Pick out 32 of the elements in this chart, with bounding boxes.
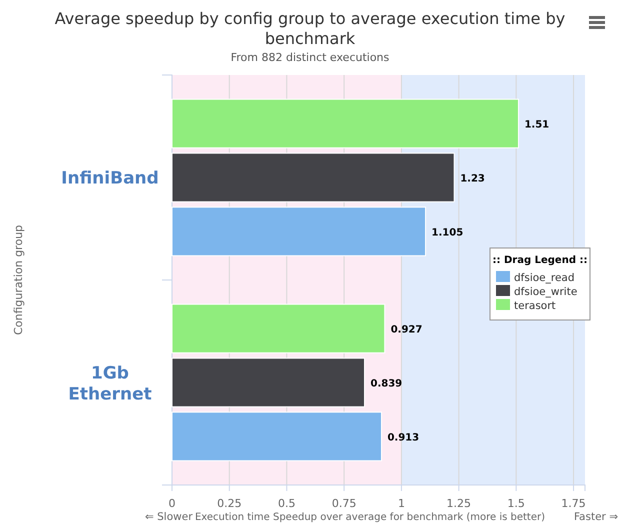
data-label: 1.51 xyxy=(524,120,550,131)
data-label: 1.23 xyxy=(460,174,485,184)
bar xyxy=(172,152,455,202)
bar xyxy=(172,98,519,148)
x-tick-label: 1 xyxy=(398,497,405,510)
bar xyxy=(172,206,426,256)
legend-label: terasort xyxy=(514,300,556,312)
data-label: 1.105 xyxy=(432,227,464,238)
x-tick-label: 0.25 xyxy=(217,497,242,510)
bar xyxy=(172,358,366,408)
legend-label: dfsioe_write xyxy=(514,286,578,298)
data-label: 0.927 xyxy=(390,324,422,336)
bar xyxy=(172,412,382,462)
legend-label: dfsioe_read xyxy=(514,272,575,284)
y-tick-label: 1Gb Ethernet xyxy=(68,364,152,404)
text: ⇐ Slower xyxy=(145,511,194,523)
x-tick-label: 1.5 xyxy=(507,497,525,510)
chart-title: Average speedup by config group to average execution time by benchmark xyxy=(54,9,566,48)
chart-subtitle: From 882 distinct executions xyxy=(230,51,390,64)
bar xyxy=(172,304,386,354)
x-tick-label: 0 xyxy=(168,497,176,510)
data-label: 0.913 xyxy=(387,432,420,444)
text: Faster ⇒ xyxy=(574,511,618,523)
x-tick-label: 1.25 xyxy=(446,497,472,510)
y-tick-label: InfiniBand xyxy=(61,168,159,188)
data-label: 0.839 xyxy=(370,378,402,390)
x-tick-label: 0.75 xyxy=(332,497,356,510)
y-axis-title: Configuration group xyxy=(12,224,25,336)
legend-title: :: Drag Legend :: xyxy=(492,255,588,266)
x-tick-label: 0.5 xyxy=(278,497,296,510)
x-axis-title: Execution time Speedup over average for benchmark (more is better) xyxy=(194,512,546,523)
x-tick-label: 1.75 xyxy=(561,497,586,510)
